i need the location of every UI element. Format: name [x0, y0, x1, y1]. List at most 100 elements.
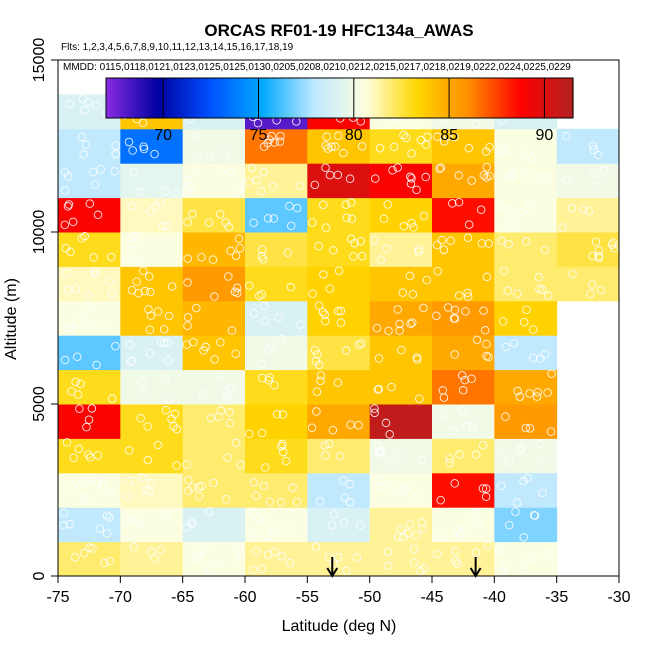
heatmap-cell: [120, 438, 184, 474]
sample-point: [215, 210, 225, 219]
sample-point: [547, 369, 556, 378]
sample-point: [311, 542, 321, 552]
sample-point: [408, 290, 418, 299]
heatmap-cell: [182, 438, 246, 474]
sample-point: [248, 530, 258, 539]
sample-point: [129, 542, 139, 552]
sample-point: [501, 412, 510, 421]
sample-point: [95, 524, 105, 533]
sample-point: [345, 479, 355, 489]
colorbar-step: [394, 78, 399, 118]
sample-point: [589, 145, 598, 154]
colorbar-step: [269, 78, 273, 118]
colorbar-step: [231, 78, 236, 118]
sample-point: [479, 171, 489, 180]
heatmap-cell: [494, 163, 558, 199]
sample-point: [515, 445, 525, 455]
sample-point: [249, 308, 259, 318]
colorbar-step: [155, 78, 160, 118]
sample-point: [204, 507, 214, 516]
colorbar-step: [146, 78, 151, 118]
colorbar-step: [187, 78, 192, 118]
sample-point: [484, 239, 494, 248]
sample-point: [259, 481, 269, 491]
colorbar-step: [537, 78, 542, 118]
sample-point: [320, 310, 329, 319]
sample-point: [139, 142, 148, 151]
sample-point: [478, 440, 488, 450]
sample-point: [470, 508, 480, 517]
sample-point: [100, 558, 109, 568]
sample-point: [205, 152, 214, 161]
colorbar-step: [278, 78, 282, 118]
sample-point: [450, 350, 459, 359]
sample-point: [402, 482, 412, 492]
colorbar-step: [558, 78, 562, 118]
heatmap-cell: [432, 472, 495, 508]
sample-point: [82, 422, 91, 432]
sample-point: [546, 427, 556, 436]
heatmap-cell: [432, 197, 495, 233]
sample-point: [276, 498, 286, 507]
heatmap-cell: [245, 232, 308, 267]
heatmap-cell: [369, 266, 433, 302]
colorbar-step: [552, 78, 557, 118]
sample-point: [478, 484, 488, 493]
sample-point: [467, 374, 476, 383]
heatmap-cell: [58, 266, 121, 302]
sample-point: [334, 266, 344, 275]
sample-point: [412, 185, 421, 195]
sample-point: [379, 214, 389, 223]
sample-point: [500, 145, 510, 154]
sample-point: [386, 459, 395, 469]
sample-point: [536, 354, 545, 363]
sample-point: [376, 482, 385, 492]
sample-point: [232, 283, 242, 293]
sample-point: [110, 167, 119, 176]
sample-point: [223, 387, 232, 396]
sample-point: [393, 163, 402, 172]
colorbar-step: [298, 78, 303, 118]
colorbar-step: [135, 78, 139, 118]
colorbar-step: [470, 78, 475, 118]
sample-point: [497, 236, 506, 246]
sample-point: [444, 131, 453, 141]
sample-point: [562, 175, 572, 185]
x-tick-label: -50: [358, 589, 381, 606]
sample-point: [387, 382, 396, 392]
sample-point: [315, 496, 325, 506]
sample-point: [544, 291, 553, 300]
colorbar-step: [249, 78, 253, 118]
sample-point: [409, 223, 418, 232]
colorbar-step: [453, 78, 457, 118]
sample-point: [257, 428, 267, 438]
sample-point: [292, 203, 302, 213]
colorbar-tick-label: 75: [250, 127, 268, 144]
sample-point: [192, 167, 201, 176]
sample-point: [369, 236, 379, 245]
colorbar-step: [357, 78, 361, 118]
sample-point: [278, 439, 287, 449]
sample-point: [374, 449, 384, 458]
colorbar-tick-label: 80: [345, 127, 363, 144]
heatmap-cell: [245, 300, 308, 336]
heatmap-cell: [307, 266, 371, 302]
sample-point: [433, 132, 442, 142]
sample-point: [512, 498, 522, 507]
sample-point: [328, 425, 338, 435]
colorbar-step: [237, 78, 241, 118]
sample-point: [538, 488, 547, 498]
sample-point: [518, 564, 528, 573]
colorbar-step: [479, 78, 484, 118]
sample-point: [458, 386, 468, 395]
heatmap-cell: [120, 472, 184, 508]
sample-point: [260, 463, 270, 472]
colorbar-step: [319, 78, 323, 118]
sample-point: [471, 119, 481, 129]
colorbar-step: [307, 78, 311, 118]
colorbar-step: [213, 78, 218, 118]
sample-point: [504, 520, 514, 530]
sample-point: [279, 447, 288, 457]
sample-point: [145, 349, 155, 358]
sample-point: [223, 453, 232, 462]
